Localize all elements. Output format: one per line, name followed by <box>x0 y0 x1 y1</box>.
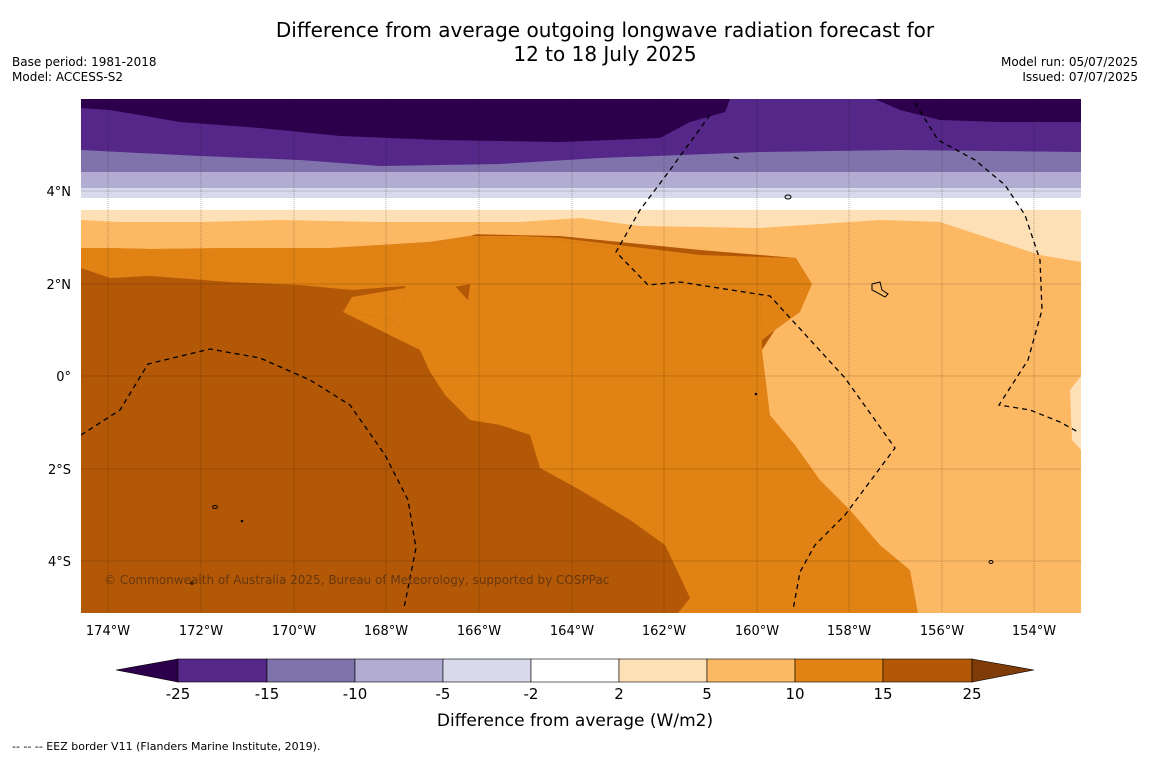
field-2-5-right-edge <box>1070 376 1081 450</box>
lat-label-2s: 2°S <box>48 463 71 478</box>
colorbar-extend-high <box>971 658 1035 683</box>
colorbar-tick: -2 <box>524 685 539 703</box>
title-line-2: 12 to 18 July 2025 <box>513 42 697 66</box>
lon-label-162w: 162°W <box>642 624 686 639</box>
lat-label-2n: 2°N <box>47 278 72 293</box>
colorbar-tick: -5 <box>436 685 451 703</box>
base-period: Base period: 1981-2018 <box>12 55 157 69</box>
meta-right: Model run: 05/07/2025 Issued: 07/07/2025 <box>1001 55 1138 85</box>
island-6 <box>988 560 994 564</box>
lon-label-160w: 160°W <box>735 624 779 639</box>
lat-label-4s: 4°S <box>48 555 71 570</box>
colorbar-tick: 10 <box>785 685 804 703</box>
copyright-text: © Commonwealth of Australia 2025, Bureau… <box>104 573 609 587</box>
lon-label-168w: 168°W <box>364 624 408 639</box>
islands <box>190 194 994 585</box>
colorbar-segment <box>706 658 796 683</box>
lon-label-156w: 156°W <box>920 624 964 639</box>
colorbar-tick: -15 <box>255 685 280 703</box>
eez-borders <box>81 102 1079 611</box>
colorbar-segment <box>266 658 356 683</box>
colorbar-tick: 5 <box>702 685 712 703</box>
title-line-1: Difference from average outgoing longwav… <box>275 18 935 42</box>
island-7 <box>754 392 758 396</box>
colorbar-tick: -25 <box>166 685 191 703</box>
colorbar-extend-low <box>115 658 179 683</box>
colorbar: -25 -15 -10 -5 -2 2 5 10 15 25 Differenc… <box>115 658 1035 731</box>
lon-label-172w: 172°W <box>179 624 223 639</box>
colorbar-segment <box>354 658 444 683</box>
eez-border-east <box>914 102 1079 433</box>
field-10-15-bulge <box>343 288 405 318</box>
contour-fields <box>81 99 1081 613</box>
colorbar-tick: 2 <box>614 685 624 703</box>
field-minus10-minus5 <box>81 170 1081 188</box>
latitude-labels: 4°N 2°N 0° 2°S 4°S <box>47 185 72 570</box>
field-5-10-right <box>762 222 1081 613</box>
island-5 <box>190 581 194 585</box>
colorbar-tick: 25 <box>962 685 981 703</box>
colorbar-segment <box>618 658 708 683</box>
lat-label-0: 0° <box>56 370 71 385</box>
island-1 <box>784 194 792 200</box>
lon-label-170w: 170°W <box>272 624 316 639</box>
colorbar-segment <box>442 658 532 683</box>
footnote: -- -- -- EEZ border V11 (Flanders Marine… <box>12 740 321 753</box>
colorbar-segment <box>882 658 973 683</box>
field-15-25-left <box>81 268 690 613</box>
field-10-15-center <box>343 238 918 613</box>
longitude-labels: 174°W 172°W 170°W 168°W 166°W 164°W 162°… <box>86 624 1056 639</box>
island-2 <box>871 281 889 298</box>
lon-label-174w: 174°W <box>86 624 130 639</box>
field-neutral-band <box>81 196 1081 210</box>
eez-border-west <box>81 348 417 609</box>
eez-border-fragment <box>733 156 743 161</box>
lon-label-158w: 158°W <box>827 624 871 639</box>
model-run: Model run: 05/07/2025 <box>1000 55 1138 69</box>
island-4 <box>240 519 244 523</box>
colorbar-segment <box>794 658 884 683</box>
latitude-lines <box>81 190 1081 562</box>
lon-label-164w: 164°W <box>550 624 594 639</box>
island-3 <box>212 505 218 509</box>
eez-border-central <box>615 114 896 611</box>
colorbar-tick: 15 <box>873 685 892 703</box>
colorbar-segment <box>530 658 620 683</box>
field-5-10-band <box>81 218 1081 262</box>
field-2-5-band <box>81 208 1081 262</box>
colorbar-title: Difference from average (W/m2) <box>437 711 713 731</box>
lat-label-4n: 4°N <box>47 185 72 200</box>
gridlines <box>107 99 1035 613</box>
field-below-minus25 <box>81 99 1081 142</box>
lon-label-166w: 166°W <box>457 624 501 639</box>
issued-date: Issued: 07/07/2025 <box>1022 70 1138 84</box>
colorbar-tick-labels: -25 -15 -10 -5 -2 2 5 10 15 25 <box>166 685 982 703</box>
field-minus5-minus2 <box>81 186 1081 198</box>
colorbar-tick: -10 <box>343 685 368 703</box>
chart-title: Difference from average outgoing longwav… <box>175 18 1035 66</box>
colorbar-segment <box>177 658 268 683</box>
model-name: Model: ACCESS-S2 <box>12 70 124 84</box>
lon-label-154w: 154°W <box>1012 624 1056 639</box>
field-15-25-spot-2 <box>456 284 470 300</box>
meta-left: Base period: 1981-2018 Model: ACCESS-S2 <box>12 55 157 85</box>
